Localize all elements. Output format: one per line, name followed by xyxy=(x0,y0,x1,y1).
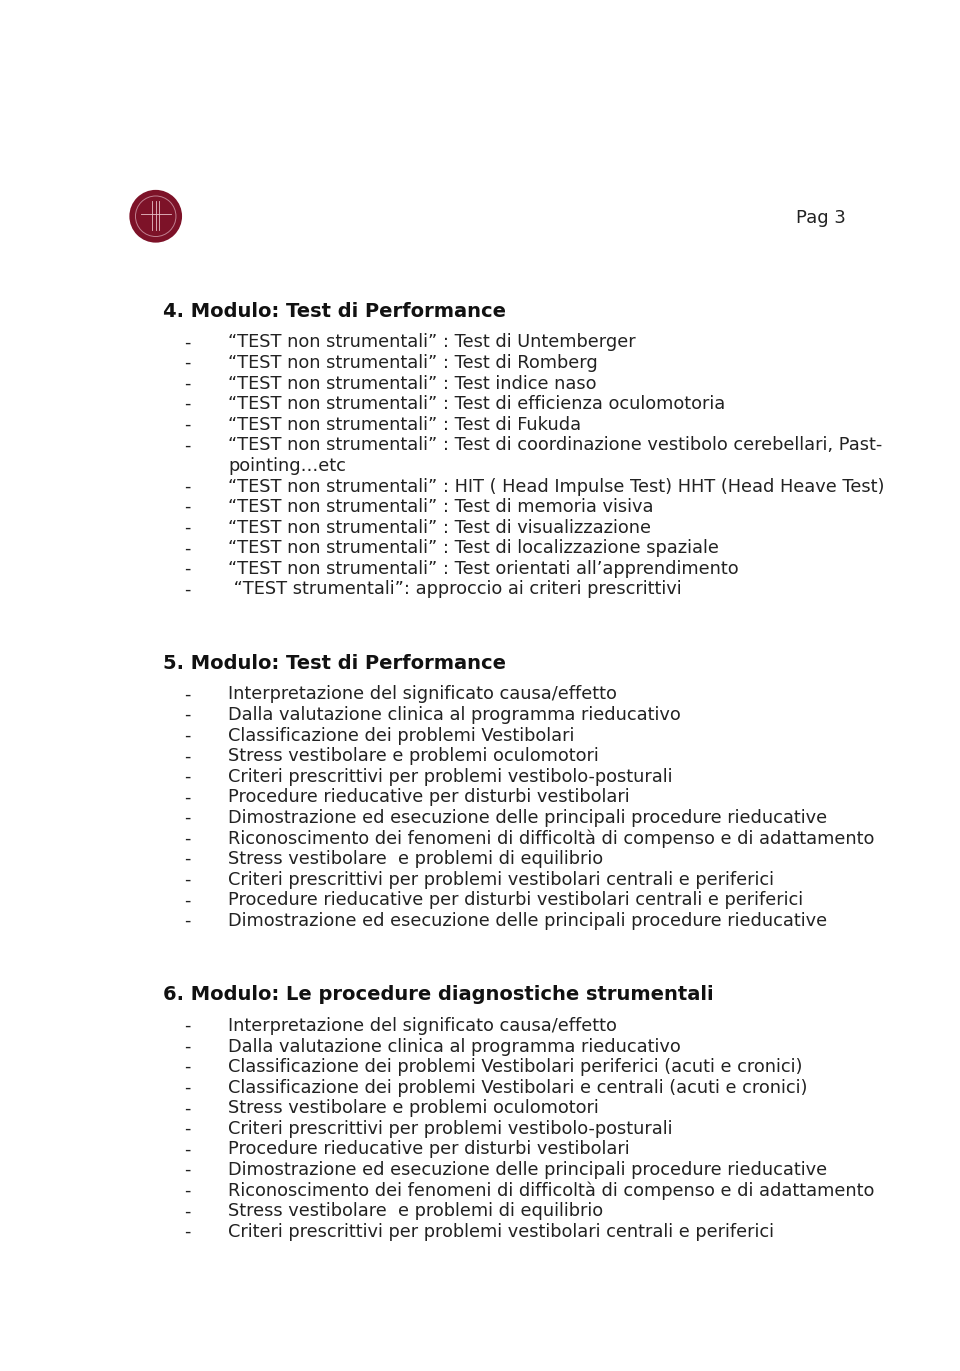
Text: Dimostrazione ed esecuzione delle principali procedure rieducative: Dimostrazione ed esecuzione delle princi… xyxy=(228,809,827,827)
Text: Procedure rieducative per disturbi vestibolari centrali e periferici: Procedure rieducative per disturbi vesti… xyxy=(228,891,803,909)
Ellipse shape xyxy=(131,191,181,241)
Text: -: - xyxy=(183,850,190,868)
Text: 5. Modulo: Test di Performance: 5. Modulo: Test di Performance xyxy=(163,654,506,673)
Text: Stress vestibolare  e problemi di equilibrio: Stress vestibolare e problemi di equilib… xyxy=(228,1202,603,1220)
Text: Dimostrazione ed esecuzione delle principali procedure rieducative: Dimostrazione ed esecuzione delle princi… xyxy=(228,1161,827,1179)
Text: Criteri prescrittivi per problemi vestibolo-posturali: Criteri prescrittivi per problemi vestib… xyxy=(228,768,672,786)
Text: Riconoscimento dei fenomeni di difficoltà di compenso e di adattamento: Riconoscimento dei fenomeni di difficolt… xyxy=(228,829,875,849)
Text: Procedure rieducative per disturbi vestibolari: Procedure rieducative per disturbi vesti… xyxy=(228,788,630,806)
Text: -: - xyxy=(183,809,190,827)
Text: Procedure rieducative per disturbi vestibolari: Procedure rieducative per disturbi vesti… xyxy=(228,1141,630,1158)
Text: -: - xyxy=(183,539,190,557)
Text: “TEST non strumentali” : Test di visualizzazione: “TEST non strumentali” : Test di visuali… xyxy=(228,518,651,536)
Text: Pag 3: Pag 3 xyxy=(796,208,846,226)
Text: -: - xyxy=(183,686,190,703)
Text: Criteri prescrittivi per problemi vestibolari centrali e periferici: Criteri prescrittivi per problemi vestib… xyxy=(228,871,774,888)
Text: “TEST non strumentali” : Test di Untemberger: “TEST non strumentali” : Test di Untembe… xyxy=(228,333,636,351)
Text: Riconoscimento dei fenomeni di difficoltà di compenso e di adattamento: Riconoscimento dei fenomeni di difficolt… xyxy=(228,1182,875,1200)
Text: Stress vestibolare  e problemi di equilibrio: Stress vestibolare e problemi di equilib… xyxy=(228,850,603,868)
Text: -: - xyxy=(183,912,190,930)
Text: Classificazione dei problemi Vestibolari periferici (acuti e cronici): Classificazione dei problemi Vestibolari… xyxy=(228,1058,803,1076)
Text: Stress vestibolare e problemi oculomotori: Stress vestibolare e problemi oculomotor… xyxy=(228,747,599,765)
Text: -: - xyxy=(183,829,190,847)
Text: pointing…etc: pointing…etc xyxy=(228,457,346,474)
Text: -: - xyxy=(183,788,190,806)
Text: “TEST non strumentali” : Test di efficienza oculomotoria: “TEST non strumentali” : Test di efficie… xyxy=(228,395,725,413)
Text: Dimostrazione ed esecuzione delle principali procedure rieducative: Dimostrazione ed esecuzione delle princi… xyxy=(228,912,827,930)
Text: “TEST non strumentali” : Test di localizzazione spaziale: “TEST non strumentali” : Test di localiz… xyxy=(228,539,719,557)
Text: -: - xyxy=(183,1141,190,1158)
Text: Stress vestibolare e problemi oculomotori: Stress vestibolare e problemi oculomotor… xyxy=(228,1100,599,1117)
Text: -: - xyxy=(183,706,190,724)
Text: “TEST non strumentali” : Test orientati all’apprendimento: “TEST non strumentali” : Test orientati … xyxy=(228,559,738,577)
Text: Dalla valutazione clinica al programma rieducativo: Dalla valutazione clinica al programma r… xyxy=(228,706,681,724)
Text: Dalla valutazione clinica al programma rieducativo: Dalla valutazione clinica al programma r… xyxy=(228,1038,681,1056)
Text: -: - xyxy=(183,1182,190,1200)
Text: -: - xyxy=(183,747,190,765)
Text: “TEST non strumentali” : HIT ( Head Impulse Test) HHT (Head Heave Test): “TEST non strumentali” : HIT ( Head Impu… xyxy=(228,477,884,495)
Text: -: - xyxy=(183,395,190,413)
Text: Criteri prescrittivi per problemi vestibolari centrali e periferici: Criteri prescrittivi per problemi vestib… xyxy=(228,1223,774,1241)
Text: 4. Modulo: Test di Performance: 4. Modulo: Test di Performance xyxy=(163,302,506,321)
Text: -: - xyxy=(183,477,190,495)
Text: “TEST non strumentali” : Test indice naso: “TEST non strumentali” : Test indice nas… xyxy=(228,374,596,392)
Text: -: - xyxy=(183,436,190,454)
Text: Classificazione dei problemi Vestibolari: Classificazione dei problemi Vestibolari xyxy=(228,727,574,744)
Text: Interpretazione del significato causa/effetto: Interpretazione del significato causa/ef… xyxy=(228,1017,616,1035)
Text: -: - xyxy=(183,1038,190,1056)
Text: -: - xyxy=(183,1100,190,1117)
Text: -: - xyxy=(183,374,190,392)
Text: -: - xyxy=(183,1079,190,1097)
Text: Interpretazione del significato causa/effetto: Interpretazione del significato causa/ef… xyxy=(228,686,616,703)
Text: -: - xyxy=(183,333,190,351)
Text: “TEST non strumentali” : Test di Romberg: “TEST non strumentali” : Test di Romberg xyxy=(228,354,598,372)
Text: -: - xyxy=(183,1161,190,1179)
Text: -: - xyxy=(183,354,190,372)
Text: “TEST non strumentali” : Test di coordinazione vestibolo cerebellari, Past-: “TEST non strumentali” : Test di coordin… xyxy=(228,436,882,454)
Text: “TEST non strumentali” : Test di memoria visiva: “TEST non strumentali” : Test di memoria… xyxy=(228,498,654,515)
Text: -: - xyxy=(183,580,190,599)
Text: -: - xyxy=(183,727,190,744)
Text: -: - xyxy=(183,871,190,888)
Text: -: - xyxy=(183,498,190,515)
Text: -: - xyxy=(183,559,190,577)
Text: -: - xyxy=(183,891,190,909)
Text: -: - xyxy=(183,415,190,433)
Text: -: - xyxy=(183,1202,190,1220)
Text: -: - xyxy=(183,518,190,536)
Text: Criteri prescrittivi per problemi vestibolo-posturali: Criteri prescrittivi per problemi vestib… xyxy=(228,1120,672,1138)
Text: -: - xyxy=(183,1223,190,1241)
Text: -: - xyxy=(183,768,190,786)
Text: Classificazione dei problemi Vestibolari e centrali (acuti e cronici): Classificazione dei problemi Vestibolari… xyxy=(228,1079,807,1097)
Text: -: - xyxy=(183,1058,190,1076)
Text: -: - xyxy=(183,1120,190,1138)
Text: “TEST non strumentali” : Test di Fukuda: “TEST non strumentali” : Test di Fukuda xyxy=(228,415,581,433)
Text: -: - xyxy=(183,1017,190,1035)
Text: “TEST strumentali”: approccio ai criteri prescrittivi: “TEST strumentali”: approccio ai criteri… xyxy=(228,580,682,599)
Text: 6. Modulo: Le procedure diagnostiche strumentali: 6. Modulo: Le procedure diagnostiche str… xyxy=(163,986,714,1005)
